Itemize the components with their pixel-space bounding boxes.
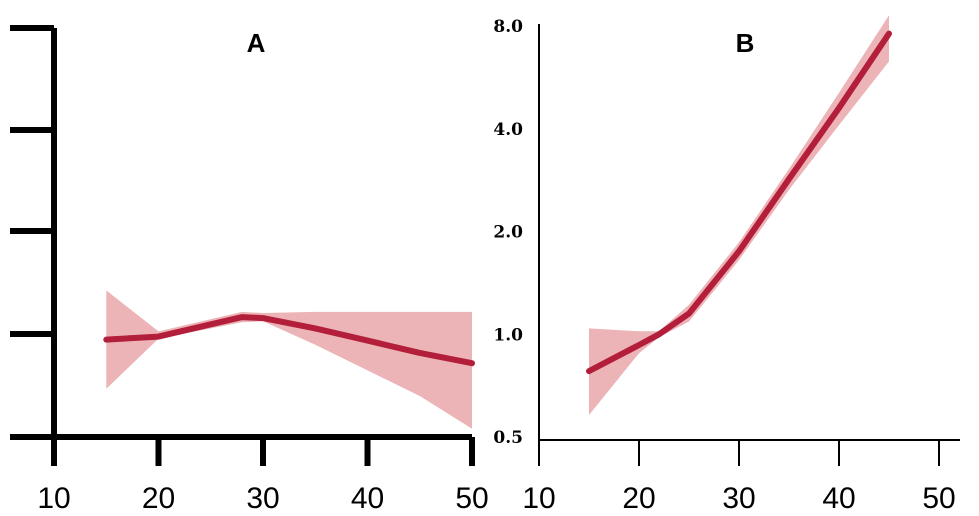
panel-a-xtick-label: 10 [37, 482, 70, 515]
panel-a: 10 20 30 40 50 A [10, 25, 489, 515]
panel-b-series-line [586, 30, 892, 375]
panel-b-ytick-label: 8.0 [493, 17, 523, 37]
panel-b-ytick-label: 0.5 [493, 428, 523, 448]
panel-b-ytick-label: 1.0 [493, 325, 523, 345]
panel-a-xtick-label: 30 [246, 482, 279, 515]
panel-b-xtick-label: 20 [622, 482, 655, 515]
panel-b: 8.0 4.0 2.0 1.0 0.5 10 20 30 40 50 B [493, 15, 960, 515]
panel-b-confidence-band [589, 15, 889, 416]
panel-b-xtick-label: 10 [522, 482, 555, 515]
panel-a-series-line [103, 314, 475, 367]
panel-a-xtick-label: 40 [351, 482, 384, 515]
panel-b-title: B [736, 28, 755, 58]
panel-b-ytick-label: 4.0 [493, 120, 523, 140]
panel-b-xtick-label: 50 [922, 482, 955, 515]
panel-a-xtick-label: 20 [142, 482, 175, 515]
panel-a-title: A [247, 28, 266, 58]
panel-a-confidence-band [106, 290, 473, 429]
panel-b-ytick-label: 2.0 [493, 223, 523, 243]
panel-a-xtick-label: 50 [455, 482, 488, 515]
panel-b-xtick-label: 30 [722, 482, 755, 515]
panel-b-xtick-label: 40 [822, 482, 855, 515]
